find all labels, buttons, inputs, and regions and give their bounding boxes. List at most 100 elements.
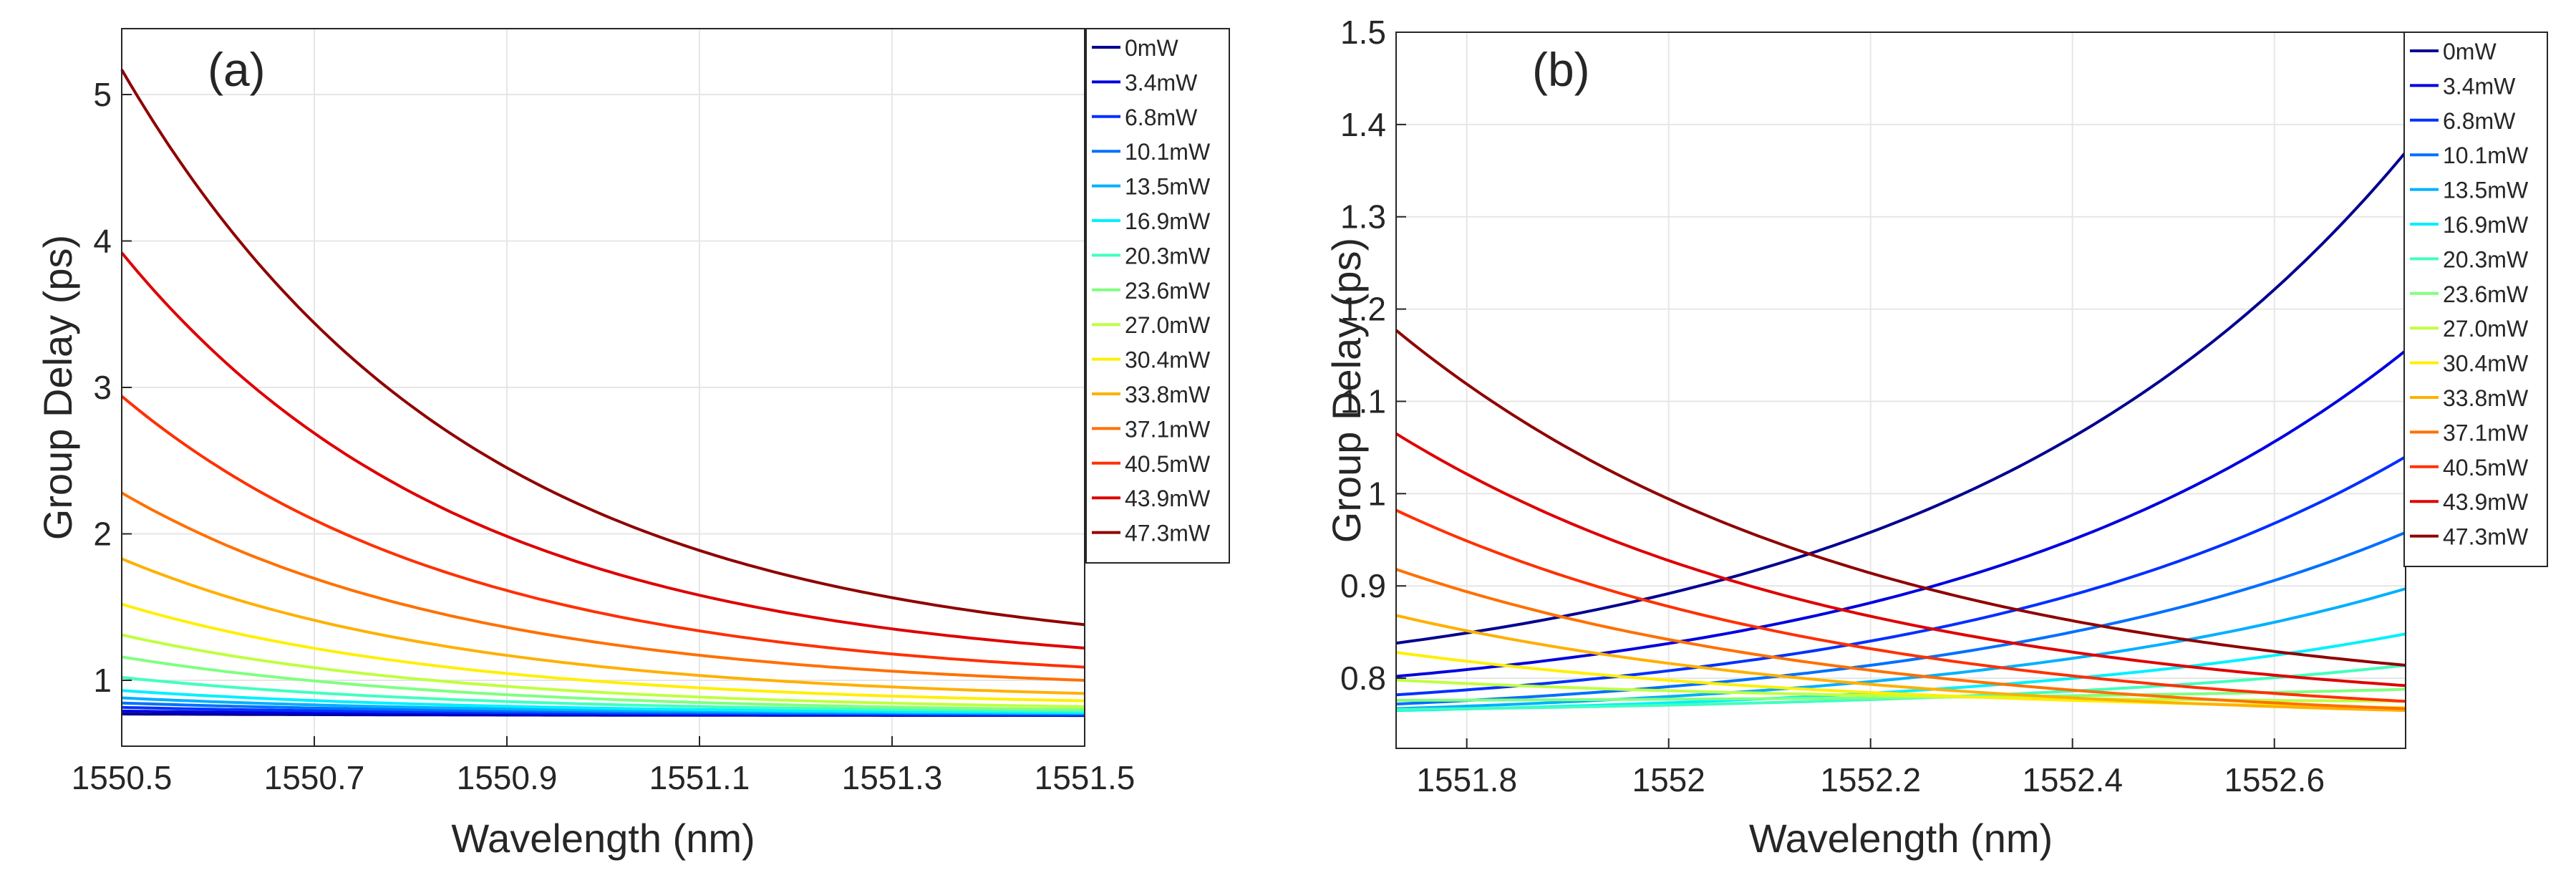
legend-label: 43.9mW (1125, 486, 1211, 511)
legend: 0mW 3.4mW 6.8mW 10.1mW 13.5mW 16.9mW 20.3mW 23.… (1085, 28, 1230, 564)
series-line-23.6mW (1396, 687, 2406, 702)
legend-item: 30.4mW (2410, 351, 2529, 377)
y-tick-label: 4 (93, 223, 112, 260)
y-tick-label: 5 (93, 76, 112, 113)
legend-item: 3.4mW (2410, 73, 2516, 99)
legend-item: 13.5mW (2410, 178, 2529, 203)
legend-label: 47.3mW (1125, 521, 1211, 546)
legend-item: 47.3mW (2410, 524, 2529, 550)
chart-panel-b: 1551.8 1552 1552.2 1552.4 1552.6 0.8 0.9 1 1.1 1.… (1324, 14, 2548, 861)
legend-label: 43.9mW (2443, 489, 2529, 515)
panel-label: (a) (208, 43, 266, 96)
y-tick-label: 1 (93, 662, 112, 699)
legend-item: 10.1mW (2410, 143, 2529, 168)
legend-item: 37.1mW (2410, 420, 2529, 445)
legend-label: 3.4mW (1125, 69, 1198, 95)
series-line-43.9mW (120, 251, 1085, 650)
legend-label: 30.4mW (1125, 347, 1211, 373)
legend-item: 23.6mW (1092, 278, 1211, 304)
legend-label: 3.4mW (2443, 73, 2516, 99)
legend-item: 16.9mW (1092, 208, 1211, 234)
y-tick-label: 2 (93, 515, 112, 552)
legend-label: 20.3mW (1125, 243, 1211, 269)
series-line-47.3mW (120, 69, 1085, 627)
y-tick-label: 1 (1367, 475, 1386, 512)
series-line-37.1mW (1395, 568, 2406, 710)
legend-label: 40.5mW (2443, 455, 2529, 481)
legend-label: 6.8mW (2443, 108, 2516, 134)
legend-item: 30.4mW (1092, 347, 1211, 373)
legend-label: 20.3mW (2443, 246, 2529, 272)
legend-label: 16.9mW (2443, 212, 2529, 238)
series-line-27.0mW (121, 633, 1085, 708)
y-tick-label: 0.8 (1340, 660, 1386, 697)
legend-label: 6.8mW (1125, 105, 1198, 130)
legend-item: 20.3mW (2410, 246, 2529, 272)
series-line-16.9mW (121, 689, 1085, 714)
legend: 0mW 3.4mW 6.8mW 10.1mW 13.5mW 16.9mW 20.3mW 23.… (2403, 32, 2548, 567)
legend-item: 40.5mW (1092, 451, 1211, 477)
legend-label: 16.9mW (1125, 208, 1211, 234)
x-tick-label: 1551.5 (1035, 759, 1136, 796)
x-tick-label: 1551.3 (842, 759, 943, 796)
legend-item: 40.5mW (2410, 455, 2529, 481)
legend-item: 47.3mW (1092, 521, 1211, 546)
legend-item: 27.0mW (1092, 312, 1211, 338)
legend-item: 3.4mW (1092, 69, 1198, 95)
series-line-30.4mW (121, 602, 1085, 703)
legend-box (1085, 28, 1230, 564)
legend-label: 13.5mW (2443, 178, 2529, 203)
legend-item: 27.0mW (2410, 316, 2529, 342)
legend-item: 23.6mW (2410, 281, 2529, 307)
series-line-3.4mW (1395, 349, 2407, 678)
chart-panel-a: 1550.5 1550.7 1550.9 1551.1 1551.3 1551.5 1 2 3 4… (35, 28, 1230, 861)
y-tick-label: 1.5 (1340, 14, 1386, 51)
x-tick-label: 1550.5 (72, 759, 173, 796)
x-tick-label: 1550.7 (264, 759, 365, 796)
legend-label: 23.6mW (1125, 278, 1211, 304)
legend-label: 30.4mW (2443, 351, 2529, 377)
legend-item: 33.8mW (1092, 382, 1211, 407)
legend-item: 6.8mW (2410, 108, 2516, 134)
gridlines (121, 29, 1085, 746)
legend-label: 0mW (1125, 35, 1178, 61)
x-axis-label: Wavelength (nm) (451, 816, 755, 861)
series-line-37.1mW (120, 491, 1085, 682)
legend-label: 23.6mW (2443, 281, 2529, 307)
x-tick-label: 1552.2 (1820, 761, 1921, 798)
legend-label: 37.1mW (1125, 416, 1211, 442)
legend-label: 10.1mW (2443, 143, 2529, 168)
x-tick-label: 1550.9 (457, 759, 558, 796)
series-line-33.8mW (121, 557, 1085, 695)
legend-item: 43.9mW (1092, 486, 1211, 511)
series-line-43.9mW (1395, 432, 2406, 687)
series-line-20.3mW (121, 675, 1085, 713)
legend-item: 6.8mW (1092, 105, 1198, 130)
x-tick-label: 1552.6 (2224, 761, 2325, 798)
legend-item: 13.5mW (1092, 174, 1211, 200)
x-tick-label: 1552 (1632, 761, 1705, 798)
legend-label: 33.8mW (1125, 382, 1211, 407)
y-tick-label: 1.4 (1340, 106, 1386, 143)
x-tick-label: 1552.4 (2022, 761, 2123, 798)
legend-label: 27.0mW (2443, 316, 2529, 342)
y-tick-label: 1.1 (1340, 382, 1386, 420)
panel-label: (b) (1532, 43, 1590, 96)
series-line-10.1mW (1395, 531, 2406, 706)
plot-area (1396, 32, 2406, 748)
legend-item: 20.3mW (1092, 243, 1211, 269)
legend-item: 43.9mW (2410, 489, 2529, 515)
series-line-40.5mW (120, 395, 1085, 669)
series-lines (1395, 151, 2407, 713)
series-line-23.6mW (121, 655, 1085, 711)
y-tick-label: 1.2 (1340, 291, 1386, 328)
legend-label: 13.5mW (1125, 174, 1211, 200)
x-tick-label: 1551.1 (649, 759, 750, 796)
legend-label: 47.3mW (2443, 524, 2529, 550)
legend-label: 27.0mW (1125, 312, 1211, 338)
legend-item: 37.1mW (1092, 416, 1211, 442)
legend-item: 0mW (2410, 39, 2497, 64)
legend-label: 40.5mW (1125, 451, 1211, 477)
legend-item: 33.8mW (2410, 385, 2529, 411)
legend-item: 10.1mW (1092, 139, 1211, 165)
